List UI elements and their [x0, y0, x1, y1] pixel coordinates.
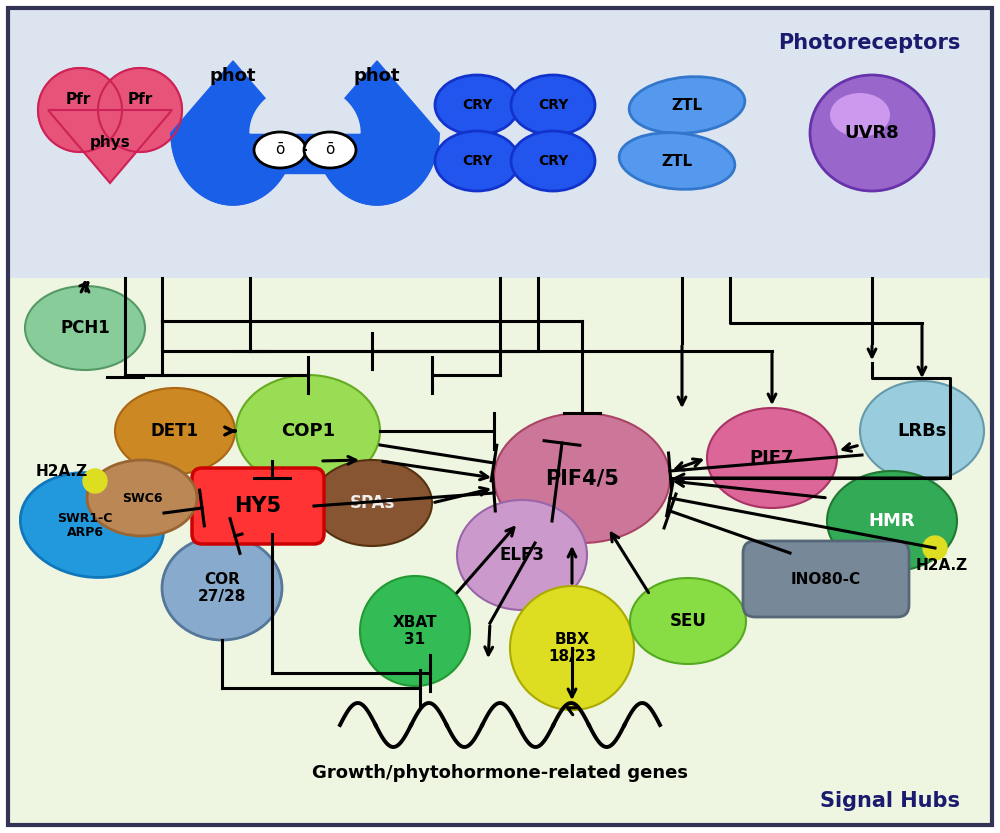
Text: phot: phot	[354, 67, 400, 85]
Ellipse shape	[630, 578, 746, 664]
Ellipse shape	[38, 68, 122, 152]
Ellipse shape	[457, 500, 587, 610]
Text: ZTL: ZTL	[661, 153, 693, 168]
Text: BBX
18/23: BBX 18/23	[548, 631, 596, 664]
Polygon shape	[250, 85, 360, 133]
Text: PIF4/5: PIF4/5	[545, 468, 619, 488]
Text: phot: phot	[210, 67, 256, 85]
Circle shape	[83, 469, 107, 493]
Text: CRY: CRY	[462, 154, 492, 168]
Text: ZTL: ZTL	[671, 97, 703, 112]
Text: CRY: CRY	[538, 154, 568, 168]
Text: 27/28: 27/28	[198, 588, 246, 603]
Text: H2A.Z: H2A.Z	[916, 557, 968, 572]
Text: SWR1-C: SWR1-C	[57, 511, 113, 525]
Ellipse shape	[830, 93, 890, 137]
Ellipse shape	[25, 286, 145, 370]
Text: SPAs: SPAs	[349, 494, 395, 512]
Ellipse shape	[312, 460, 432, 546]
Ellipse shape	[87, 460, 197, 536]
Text: HMR: HMR	[869, 512, 915, 530]
Text: INO80-C: INO80-C	[791, 571, 861, 586]
Polygon shape	[171, 61, 295, 205]
Polygon shape	[171, 133, 295, 205]
Polygon shape	[315, 133, 439, 205]
Text: DET1: DET1	[151, 422, 199, 440]
Text: ELF3: ELF3	[500, 546, 544, 564]
Ellipse shape	[629, 77, 745, 133]
Ellipse shape	[254, 132, 306, 168]
Text: Pfr: Pfr	[65, 92, 91, 107]
Text: Growth/phytohormone-related genes: Growth/phytohormone-related genes	[312, 764, 688, 782]
Ellipse shape	[827, 471, 957, 571]
Polygon shape	[315, 61, 439, 205]
Circle shape	[923, 536, 947, 560]
Text: XBAT
31: XBAT 31	[393, 615, 437, 647]
Ellipse shape	[98, 68, 182, 152]
Polygon shape	[48, 110, 172, 183]
Text: UVR8: UVR8	[845, 124, 899, 142]
Ellipse shape	[236, 375, 380, 487]
Ellipse shape	[511, 75, 595, 135]
Text: HY5: HY5	[234, 496, 282, 516]
FancyBboxPatch shape	[743, 541, 909, 617]
Ellipse shape	[494, 413, 670, 543]
Text: CRY: CRY	[538, 98, 568, 112]
Ellipse shape	[707, 408, 837, 508]
Text: COR: COR	[204, 572, 240, 587]
Ellipse shape	[115, 388, 235, 474]
Text: PCH1: PCH1	[60, 319, 110, 337]
Ellipse shape	[511, 131, 595, 191]
Ellipse shape	[435, 131, 519, 191]
Text: ō: ō	[325, 142, 335, 157]
FancyBboxPatch shape	[8, 8, 992, 278]
Text: phys: phys	[90, 136, 130, 151]
Text: PIF7: PIF7	[750, 449, 794, 467]
FancyBboxPatch shape	[192, 468, 324, 544]
Text: LRBs: LRBs	[897, 422, 947, 440]
Polygon shape	[270, 133, 340, 172]
FancyBboxPatch shape	[8, 278, 992, 825]
Text: Signal Hubs: Signal Hubs	[820, 791, 960, 811]
Ellipse shape	[360, 576, 470, 686]
Text: ARP6: ARP6	[66, 526, 104, 540]
Text: COP1: COP1	[281, 422, 335, 440]
Text: Pfr: Pfr	[127, 92, 153, 107]
Text: ō: ō	[275, 142, 285, 157]
Ellipse shape	[510, 586, 634, 710]
Text: SWC6: SWC6	[122, 491, 162, 505]
Ellipse shape	[435, 75, 519, 135]
Ellipse shape	[20, 472, 164, 577]
Text: Photoreceptors: Photoreceptors	[778, 33, 960, 53]
Ellipse shape	[860, 381, 984, 481]
Text: SEU: SEU	[670, 612, 706, 630]
Ellipse shape	[162, 536, 282, 640]
Text: H2A.Z: H2A.Z	[36, 463, 88, 478]
Ellipse shape	[304, 132, 356, 168]
Ellipse shape	[810, 75, 934, 191]
Text: CRY: CRY	[462, 98, 492, 112]
Ellipse shape	[619, 132, 735, 189]
